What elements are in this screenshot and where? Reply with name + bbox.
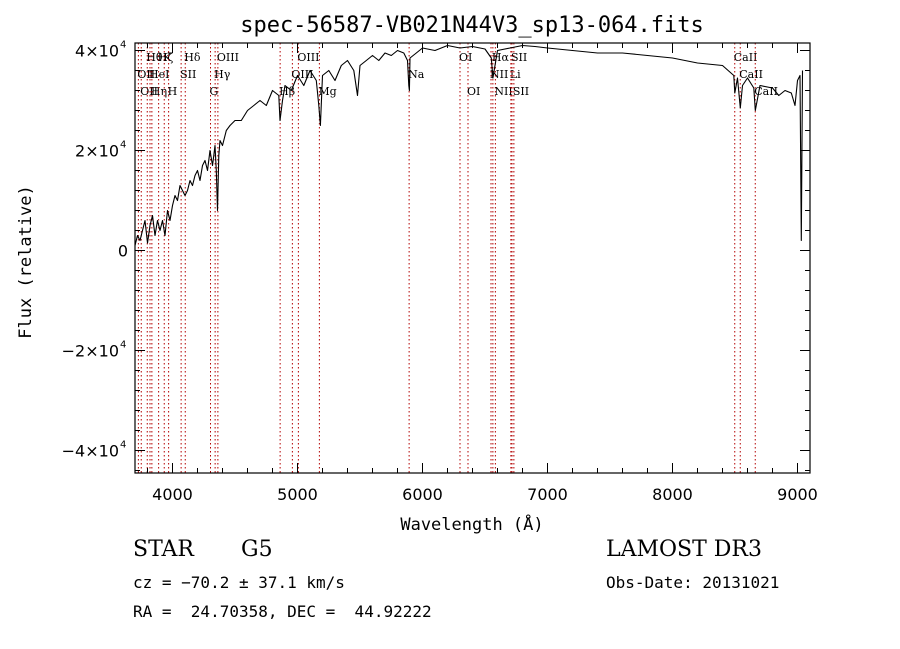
line-marker-label: CaII: [739, 68, 763, 81]
y-tick-label: 2×10: [75, 142, 119, 161]
line-marker-label: NII: [494, 85, 512, 98]
line-marker-label: OII: [137, 68, 155, 81]
line-marker-label: Hζ: [158, 51, 174, 64]
line-marker-label: OII: [140, 85, 158, 98]
line-marker-label: H: [168, 85, 178, 98]
y-tick-exponent: 4: [120, 440, 126, 451]
obs-date: Obs-Date: 20131021: [606, 573, 780, 592]
redshift-readout: cz = −70.2 ± 37.1 km/s: [133, 573, 345, 592]
line-marker-label: Mg: [318, 85, 336, 98]
line-marker-label: SII: [511, 51, 527, 64]
series-layer: [134, 44, 804, 246]
line-marker-label: OI: [459, 51, 472, 64]
line-marker-label: OIII: [291, 68, 313, 81]
line-marker-label: Hα: [492, 51, 510, 64]
y-tick-label: 4×10: [75, 42, 119, 61]
y-axis-label: Flux (relative): [16, 185, 36, 339]
line-marker-label: OIII: [297, 51, 319, 64]
x-tick-label: 9000: [777, 485, 818, 504]
line-marker-label: Na: [408, 68, 425, 81]
x-tick-label: 7000: [527, 485, 568, 504]
y-tick-exponent: 4: [120, 340, 126, 351]
line-marker-label: Hδ: [184, 51, 201, 64]
line-marker-label: OI: [467, 85, 480, 98]
y-tick-label: 0: [118, 242, 128, 261]
y-tick-exponent: 4: [120, 140, 126, 151]
line-marker-label: Li: [510, 68, 521, 81]
plot-frame: [134, 42, 811, 474]
spectrum-chart: spec-56587-VB021N44V3_sp13-064.fits OII O…: [16, 13, 818, 535]
y-tick-exponent: 4: [120, 40, 126, 51]
line-marker-label: Hθ: [146, 51, 163, 64]
line-marker-label: G: [210, 85, 219, 98]
x-tick-label: 4000: [152, 485, 193, 504]
x-tick-label: 8000: [652, 485, 693, 504]
x-tick-label: 6000: [402, 485, 443, 504]
line-marker-label: K: [163, 51, 172, 64]
chart-title: spec-56587-VB021N44V3_sp13-064.fits: [240, 13, 704, 38]
y-tick-label: −4×10: [62, 442, 119, 461]
line-marker-label: SII: [513, 85, 529, 98]
coordinates: RA = 24.70358, DEC = 44.92222: [133, 602, 432, 621]
x-tick-label: 5000: [277, 485, 318, 504]
line-marker-label: Hγ: [214, 68, 231, 81]
spectrum-series-line: [134, 44, 804, 246]
survey-name: LAMOST DR3: [606, 537, 762, 562]
line-marker-label: OIII: [217, 51, 239, 64]
y-tick-label: −2×10: [62, 342, 119, 361]
x-axis-label: Wavelength (Å): [400, 513, 543, 535]
line-marker-label: SII: [180, 68, 196, 81]
object-class: STAR: [133, 537, 194, 562]
object-subclass: G5: [241, 537, 273, 562]
line-marker-label: CaII: [734, 51, 758, 64]
line-marker-layer: OIIOIIHθHeIHηHζKHSIIHδGHγOIIIHβOIIIOIIIM…: [137, 43, 778, 473]
